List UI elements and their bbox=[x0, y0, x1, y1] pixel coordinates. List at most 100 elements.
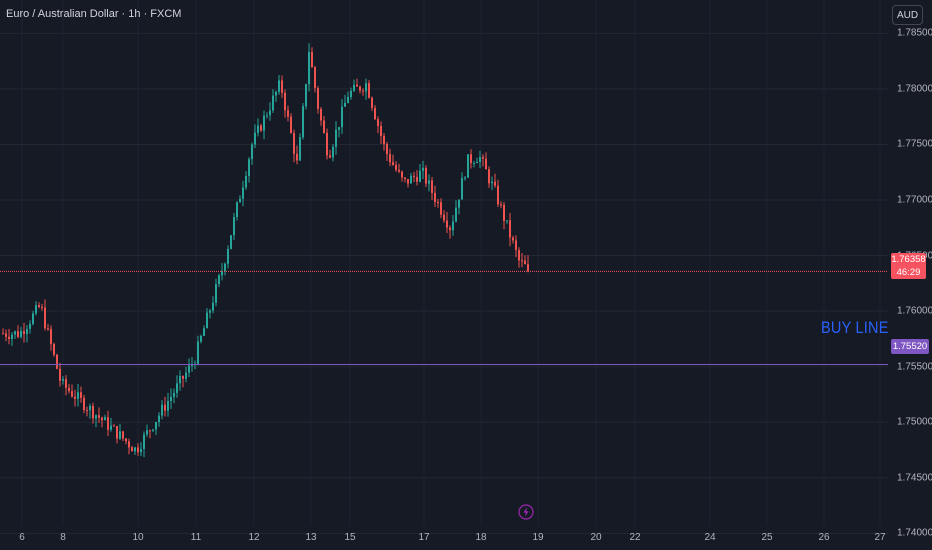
candle-body bbox=[284, 92, 286, 111]
candle-body bbox=[14, 331, 16, 335]
candle-body bbox=[341, 106, 343, 128]
candle-body bbox=[308, 52, 310, 85]
candle-body bbox=[197, 341, 199, 364]
time-tick-label: 15 bbox=[344, 532, 356, 543]
candle-body bbox=[245, 176, 247, 188]
time-tick-label: 11 bbox=[190, 532, 202, 543]
candle-body bbox=[176, 383, 178, 393]
candle-body bbox=[368, 83, 370, 98]
candle-body bbox=[491, 181, 493, 184]
candle-body bbox=[200, 335, 202, 342]
candle-body bbox=[293, 133, 295, 154]
candle-body bbox=[449, 227, 451, 231]
candle-body bbox=[11, 334, 13, 339]
candle-body bbox=[446, 220, 448, 228]
candle-body bbox=[296, 153, 298, 161]
candle-body bbox=[23, 331, 25, 334]
candlestick-series bbox=[2, 43, 529, 458]
candle-body bbox=[452, 221, 454, 231]
candle-body bbox=[398, 169, 400, 172]
price-tick-label: 1.77000 bbox=[897, 194, 932, 206]
candle-body bbox=[395, 164, 397, 170]
candle-body bbox=[161, 404, 163, 416]
time-tick-label: 12 bbox=[248, 532, 260, 543]
candle-body bbox=[239, 198, 241, 203]
candle-body bbox=[41, 306, 43, 308]
candle-body bbox=[107, 417, 109, 430]
candle-body bbox=[260, 125, 262, 131]
candle-body bbox=[350, 90, 352, 97]
candle-body bbox=[89, 405, 91, 411]
candle-body bbox=[149, 430, 151, 432]
candle-body bbox=[488, 169, 490, 184]
candle-body bbox=[68, 387, 70, 392]
candle-body bbox=[215, 284, 217, 303]
candle-body bbox=[320, 108, 322, 121]
candle-body bbox=[299, 137, 301, 161]
time-tick-label: 13 bbox=[305, 532, 317, 543]
candle-body bbox=[425, 167, 427, 184]
candle-body bbox=[50, 328, 52, 345]
candle-body bbox=[518, 249, 520, 261]
candle-body bbox=[17, 331, 19, 337]
candle-body bbox=[71, 391, 73, 397]
candle-body bbox=[116, 426, 118, 439]
candle-body bbox=[251, 144, 253, 160]
candle-body bbox=[119, 431, 121, 439]
countdown-timer: 46:29 bbox=[896, 267, 921, 278]
candle-body bbox=[317, 88, 319, 109]
candle-body bbox=[509, 220, 511, 238]
candle-body bbox=[173, 392, 175, 397]
candle-body bbox=[137, 447, 139, 453]
candle-body bbox=[371, 97, 373, 108]
candle-body bbox=[155, 421, 157, 430]
candle-body bbox=[305, 84, 307, 107]
candle-body bbox=[236, 202, 238, 218]
price-tick-label: 1.76000 bbox=[897, 305, 932, 317]
price-tick-label: 1.78000 bbox=[897, 83, 932, 95]
candle-body bbox=[356, 84, 358, 87]
candle-body bbox=[74, 396, 76, 399]
candle-body bbox=[392, 162, 394, 165]
candle-body bbox=[521, 260, 523, 262]
candle-body bbox=[203, 328, 205, 336]
candle-body bbox=[527, 264, 529, 272]
candle-body bbox=[302, 106, 304, 138]
candle-body bbox=[35, 305, 37, 314]
candle-body bbox=[167, 400, 169, 411]
candle-body bbox=[494, 181, 496, 186]
candle-body bbox=[389, 154, 391, 163]
candle-body bbox=[269, 110, 271, 116]
candle-body bbox=[44, 307, 46, 329]
candle-body bbox=[416, 177, 418, 182]
candle-body bbox=[230, 235, 232, 249]
candle-body bbox=[344, 102, 346, 107]
price-tick-label: 1.78500 bbox=[897, 27, 932, 39]
candle-body bbox=[32, 313, 34, 324]
candle-body bbox=[221, 271, 223, 276]
candle-body bbox=[338, 127, 340, 130]
candle-body bbox=[56, 354, 58, 369]
currency-button[interactable]: AUD bbox=[892, 5, 923, 25]
chart-title: Euro / Australian Dollar · 1h · FXCM bbox=[6, 8, 182, 20]
candle-body bbox=[290, 116, 292, 134]
candle-body bbox=[164, 404, 166, 411]
time-tick-label: 25 bbox=[761, 532, 773, 543]
candle-body bbox=[95, 415, 97, 419]
candle-body bbox=[473, 163, 475, 165]
candle-body bbox=[170, 396, 172, 401]
candle-body bbox=[131, 447, 133, 452]
lightning-icon[interactable] bbox=[518, 504, 534, 520]
candle-body bbox=[362, 90, 364, 92]
candle-body bbox=[272, 95, 274, 111]
current-price-tag: 1.76358 46:29 bbox=[891, 253, 926, 279]
candle-body bbox=[152, 429, 154, 431]
candle-body bbox=[2, 333, 4, 335]
candle-body bbox=[98, 415, 100, 418]
time-tick-label: 10 bbox=[132, 532, 144, 543]
candle-body bbox=[458, 199, 460, 208]
candle-body bbox=[434, 192, 436, 202]
candle-body bbox=[287, 110, 289, 117]
